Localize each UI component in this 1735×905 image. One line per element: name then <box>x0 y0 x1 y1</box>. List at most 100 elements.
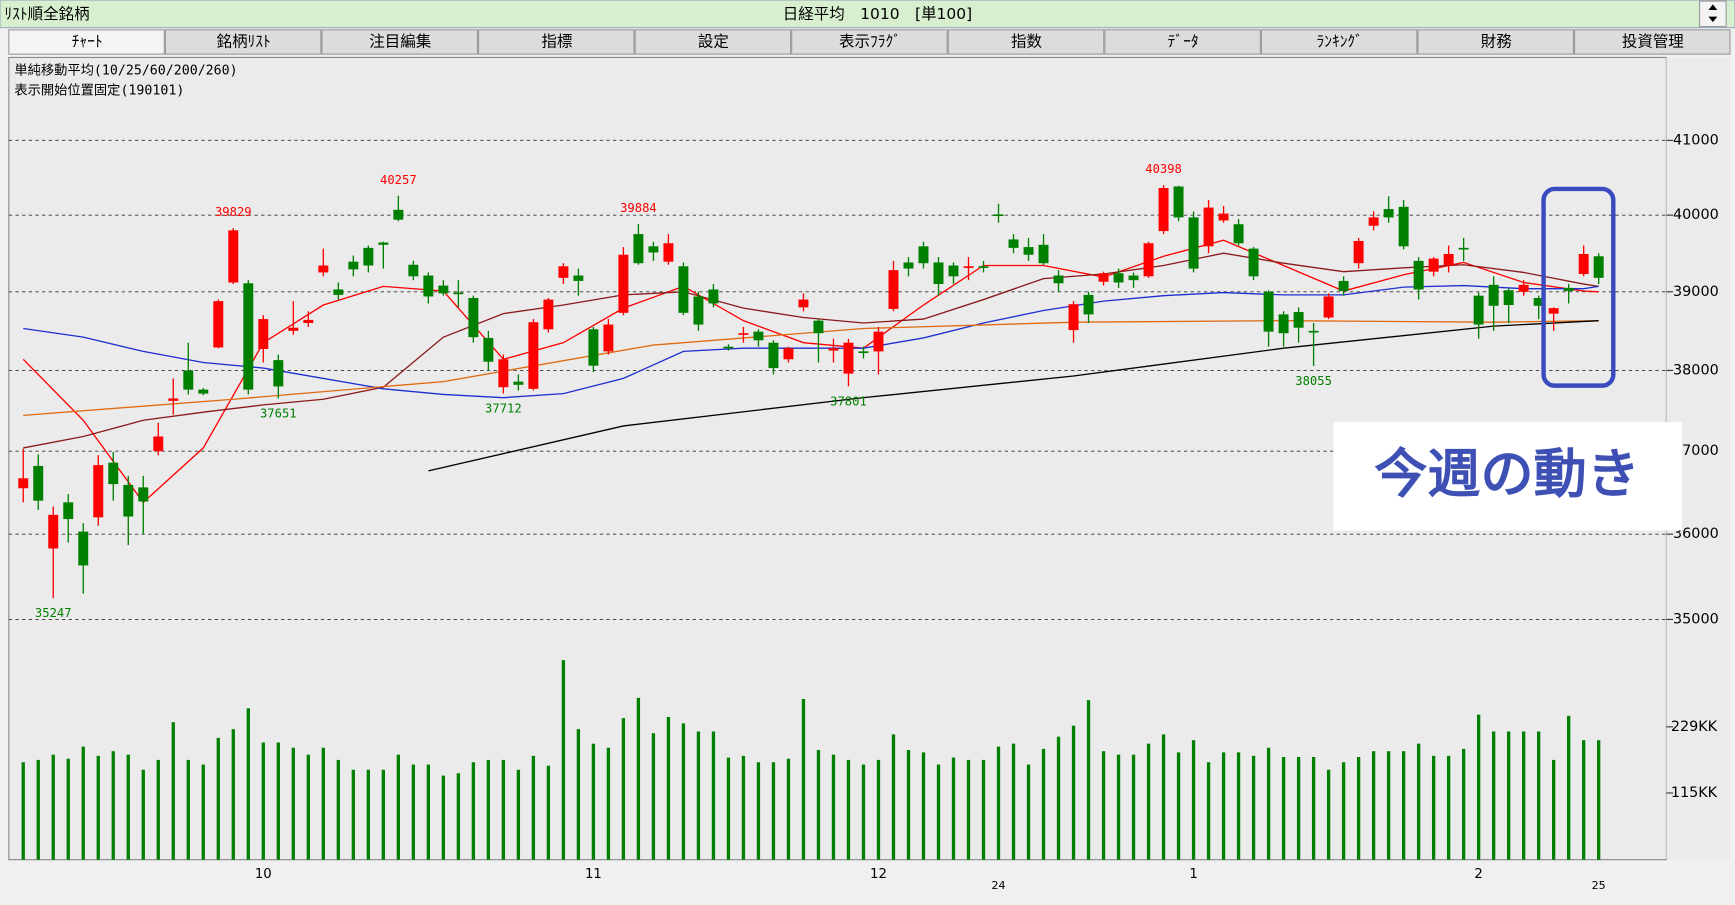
tab[interactable] <box>164 29 322 55</box>
candle-body <box>888 270 899 309</box>
candle-body <box>573 275 584 281</box>
volume-bar <box>1506 731 1511 860</box>
candle-body <box>813 320 824 334</box>
candle-body <box>288 327 299 331</box>
scroll-arrows[interactable] <box>1699 0 1727 28</box>
tab-label[interactable]: 指標 <box>541 32 572 50</box>
tab-label[interactable]: 注目編集 <box>369 32 431 50</box>
candle-body <box>318 265 329 273</box>
candle-body <box>438 285 449 294</box>
low-label: 35247 <box>35 606 72 620</box>
tab[interactable] <box>8 29 165 55</box>
volume-bar <box>1597 740 1601 860</box>
candle-body <box>1383 209 1394 218</box>
candle-body <box>648 246 659 253</box>
candle-body <box>93 465 104 518</box>
candle-body <box>738 333 749 335</box>
volume-bar <box>456 773 461 860</box>
moving-average <box>23 319 1599 417</box>
tab-bar: ﾁｬｰﾄ 銘柄ﾘｽﾄ 注目編集 指標 設定 表示ﾌﾗｸﾞ 指数 ﾃﾞｰﾀ ﾗﾝｷﾝｸﾞ 財務 投資管… <box>8 29 1731 55</box>
volume-bar <box>1146 743 1151 860</box>
candle-body <box>918 246 929 264</box>
tab-label[interactable]: 指数 <box>1011 32 1042 50</box>
volume-bar <box>846 759 851 860</box>
candle-body <box>1323 296 1334 318</box>
candle-body <box>1533 298 1544 306</box>
y-tick-label: 41000 <box>1673 132 1719 148</box>
tab-label[interactable]: 表示ﾌﾗｸﾞ <box>839 32 901 50</box>
volume-bar <box>891 734 896 860</box>
tab-label[interactable]: ﾗﾝｷﾝｸﾞ <box>1316 32 1362 50</box>
y-tick-label: 35000 <box>1673 611 1719 627</box>
candle-body <box>828 348 839 351</box>
candle-body <box>873 331 884 352</box>
candle-body <box>1263 291 1274 332</box>
candle-body <box>843 342 854 374</box>
volume-bar <box>36 759 40 860</box>
volume-bar <box>276 742 280 860</box>
candle-body <box>708 289 719 304</box>
volume-bar <box>1281 757 1286 860</box>
tab-label[interactable]: 財務 <box>1481 32 1512 50</box>
volume-bar <box>246 708 250 860</box>
candle-body <box>1293 312 1304 328</box>
volume-bar <box>96 755 100 860</box>
tab-label[interactable]: 銘柄ﾘｽﾄ <box>217 32 271 50</box>
volume-bar <box>426 764 431 860</box>
candle-body <box>693 296 704 325</box>
candle-body <box>1518 284 1529 292</box>
tab[interactable] <box>1104 29 1261 55</box>
high-label: 39884 <box>620 201 657 215</box>
candle-body <box>1113 273 1124 283</box>
candle-body <box>33 465 44 501</box>
tab[interactable] <box>791 29 948 55</box>
volume-bar <box>831 754 836 860</box>
volume-bar <box>801 698 806 860</box>
candle-body <box>663 243 674 262</box>
candle-body <box>108 462 119 485</box>
tab[interactable] <box>321 29 479 55</box>
candle-body <box>768 342 779 369</box>
tab[interactable] <box>1574 29 1731 55</box>
volume-bar <box>1161 734 1166 860</box>
list-label[interactable]: ﾘｽﾄ順全銘柄 <box>4 5 89 23</box>
tab-label[interactable]: ﾁｬｰﾄ <box>72 32 103 50</box>
candle-body <box>378 242 389 245</box>
candle-body <box>1233 224 1244 244</box>
candle-body <box>63 502 74 520</box>
tab[interactable] <box>1260 29 1418 55</box>
candle-body <box>933 262 944 285</box>
start-label: 表示開始位置固定(190101) <box>14 83 184 99</box>
candle-body <box>1593 256 1604 278</box>
volume-bar <box>981 759 986 860</box>
volume-bar <box>576 729 581 860</box>
volume-bar <box>21 762 25 860</box>
candle-body <box>1428 258 1439 272</box>
candle-body <box>183 370 194 390</box>
tab[interactable] <box>478 29 635 55</box>
volume-bar <box>996 746 1001 860</box>
volume-bar <box>156 759 160 860</box>
instrument-label: 日経平均 1010 [単100] <box>783 5 972 23</box>
volume-bar <box>66 758 70 860</box>
volume-bar <box>51 754 55 860</box>
volume-bar <box>216 737 220 860</box>
candle-body <box>498 359 509 388</box>
tab-label[interactable]: ﾃﾞｰﾀ <box>1168 32 1199 50</box>
tab[interactable] <box>947 29 1105 55</box>
low-label: 38055 <box>1295 374 1332 388</box>
volume-bar <box>1041 748 1046 860</box>
volume-bar <box>141 769 145 860</box>
tab-label[interactable]: 投資管理 <box>1622 32 1684 50</box>
volume-bar <box>756 762 761 860</box>
tab-label[interactable]: 設定 <box>698 32 729 50</box>
tab[interactable] <box>1417 29 1575 55</box>
candle-body <box>618 254 629 313</box>
candle-body <box>1248 248 1259 277</box>
volume-bar <box>951 757 956 860</box>
volume-bar <box>441 775 446 860</box>
candle-body <box>588 329 599 366</box>
tab[interactable] <box>634 29 792 55</box>
x-sublabel: 25 <box>1592 879 1606 892</box>
volume-bar <box>621 718 626 860</box>
